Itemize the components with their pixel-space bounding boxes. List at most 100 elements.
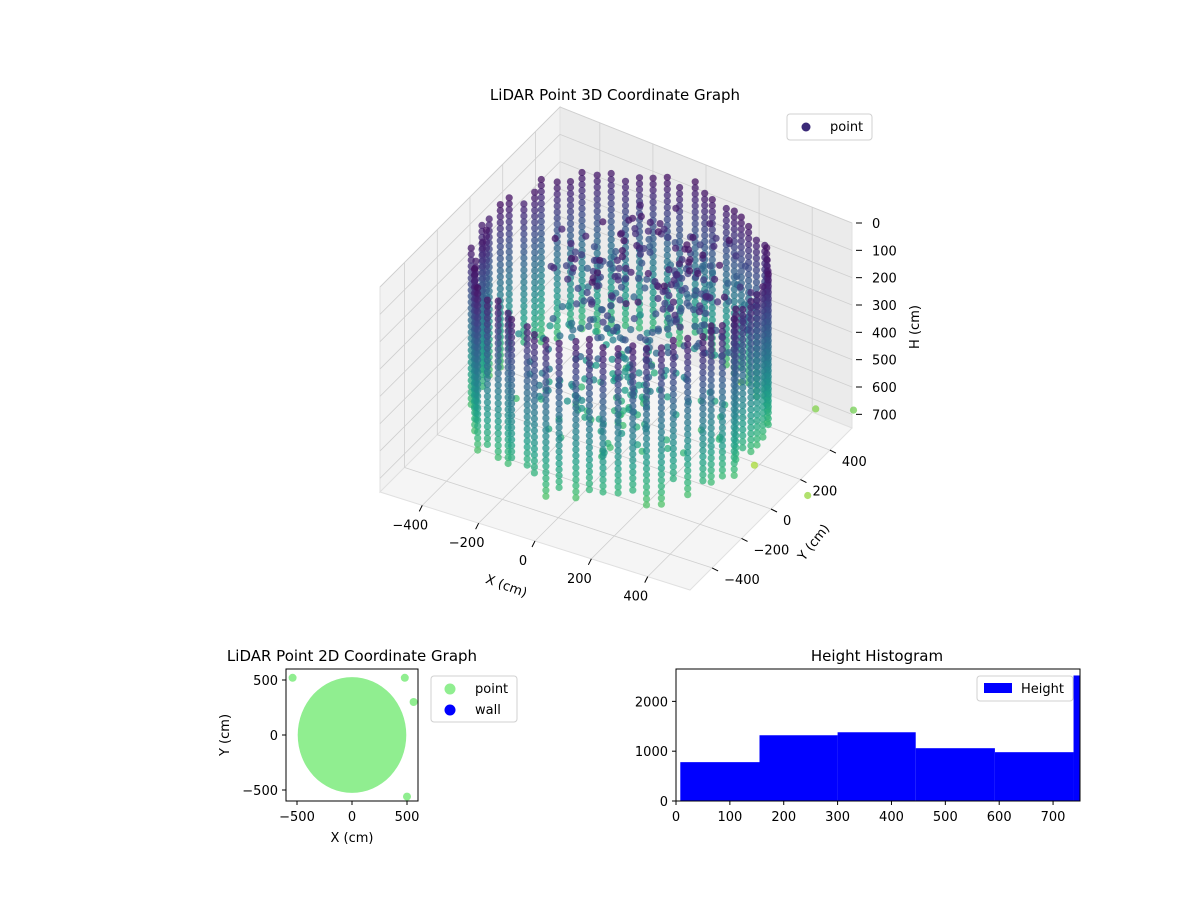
- data-point-3d: [707, 370, 715, 378]
- data-point-3d: [684, 346, 692, 354]
- gridline-z-left: [379, 134, 561, 315]
- data-point-3d: [474, 290, 482, 298]
- data-point-3d: [730, 405, 738, 413]
- data-point-3d: [649, 204, 657, 212]
- data-point-3d: [657, 446, 666, 454]
- data-point-3d: [629, 444, 637, 452]
- data-point-3d: [621, 310, 630, 318]
- data-point-3d: [752, 242, 761, 250]
- data-point-3d: [530, 433, 539, 441]
- data-point-3d: [523, 323, 531, 331]
- data-point-3d: [585, 353, 594, 361]
- data-point-3d: [572, 458, 580, 466]
- data-point-3d: [684, 340, 692, 348]
- data-point-3d: [676, 298, 684, 306]
- data-point-3d: [494, 297, 502, 305]
- data-point-3d: [607, 200, 615, 208]
- data-point-3d: [569, 264, 578, 272]
- data-point-3d: [745, 258, 753, 267]
- data-point-3d: [537, 314, 545, 322]
- data-point-3d: [553, 256, 561, 264]
- data-point-3d: [555, 381, 563, 389]
- data-point-3d: [537, 199, 545, 208]
- data-point-3d: [542, 366, 550, 374]
- data-point-3d: [555, 483, 563, 492]
- data-point-3d: [684, 479, 692, 487]
- data-point-3d: [692, 287, 700, 295]
- data-point-3d: [599, 464, 607, 472]
- data-point-3d: [523, 389, 531, 397]
- data-point-3d: [505, 230, 513, 238]
- ticks-2d: −500 0 500 −500 0 500: [242, 674, 419, 825]
- histogram-bar: [680, 762, 760, 801]
- data-point-3d: [483, 302, 491, 310]
- data-point-3d: [621, 201, 630, 209]
- data-point-3d: [739, 414, 747, 422]
- data-point-3d: [684, 437, 692, 445]
- data-point-3d: [759, 307, 767, 315]
- data-point-3d: [747, 357, 755, 365]
- data-point-3d: [759, 409, 767, 417]
- data-point-3d: [635, 174, 644, 182]
- data-point-3d: [572, 392, 580, 400]
- data-point-3d: [496, 279, 504, 287]
- data-point-3d: [572, 464, 580, 472]
- data-point-3d: [747, 412, 755, 420]
- data-point-3d: [753, 315, 761, 323]
- data-point-3d: [496, 243, 504, 251]
- data-point-3d: [593, 219, 601, 227]
- data-point-3d: [642, 441, 651, 449]
- data-point-3d: [494, 303, 502, 311]
- data-point-3d: [599, 470, 607, 478]
- data-point-3d: [642, 459, 651, 467]
- data-point-3d: [641, 336, 650, 344]
- data-point-3d: [671, 239, 679, 247]
- z-tick-label-3d: 500: [872, 354, 897, 369]
- data-point-3d: [676, 323, 684, 331]
- data-point-3d: [759, 283, 767, 291]
- data-point-3d: [599, 428, 607, 436]
- data-point-3d: [530, 469, 539, 477]
- data-point-3d: [663, 197, 671, 205]
- data-point-3d: [531, 248, 539, 256]
- data-point-3d: [580, 297, 588, 305]
- data-point-3d: [696, 302, 704, 310]
- data-point-3d: [474, 356, 482, 364]
- data-point-3d: [732, 305, 740, 313]
- data-point-3d: [474, 314, 482, 322]
- data-point-3d: [531, 308, 539, 317]
- data-point-3d: [747, 393, 755, 402]
- data-point-3d: [614, 369, 622, 377]
- data-point-3d: [642, 447, 651, 455]
- data-point-3d: [483, 326, 491, 334]
- y-axis-label-2d: Y (cm): [218, 714, 233, 757]
- data-point-3d: [632, 230, 640, 238]
- data-point-3d: [700, 321, 708, 329]
- data-point-3d: [669, 378, 677, 387]
- data-point-3d: [657, 500, 666, 508]
- data-point-3d: [718, 394, 727, 402]
- data-point-3d: [745, 264, 753, 273]
- data-point-3d: [691, 226, 699, 234]
- data-point-3d: [531, 266, 539, 274]
- data-point-3d: [753, 321, 761, 329]
- data-point-3d: [537, 193, 545, 202]
- data-point-3d: [615, 264, 623, 272]
- data-point-3d: [555, 477, 563, 486]
- data-point-3d: [739, 341, 747, 350]
- data-point-3d: [701, 207, 709, 215]
- data-point-3d: [483, 344, 491, 352]
- data-point-3d: [572, 428, 580, 436]
- data-point-3d: [531, 218, 539, 226]
- data-point-3d: [504, 309, 512, 317]
- data-point-3d: [718, 382, 727, 390]
- data-point-3d: [629, 408, 637, 416]
- data-point-3d: [508, 454, 516, 462]
- data-point-3d: [684, 352, 692, 360]
- data-point-3d: [618, 253, 627, 261]
- data-point-3d: [523, 449, 531, 457]
- data-point-3d: [572, 470, 580, 478]
- data-point-3d: [553, 178, 561, 186]
- data-point-3d: [718, 472, 727, 480]
- gridline-y-floor: [502, 368, 801, 480]
